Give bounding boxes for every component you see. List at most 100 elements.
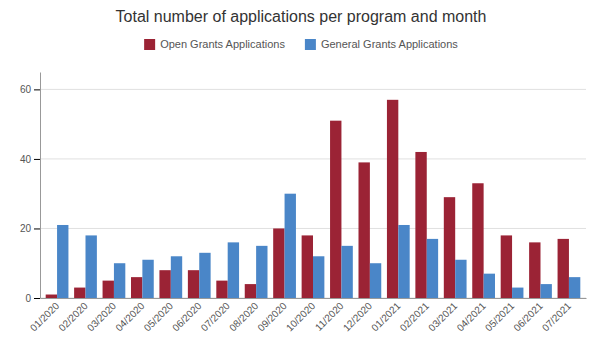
legend-label: General Grants Applications: [321, 38, 458, 50]
x-tick-label: 03/2020: [85, 300, 119, 334]
grid-line: [40, 228, 586, 229]
bar: [86, 235, 97, 298]
bar: [285, 194, 296, 298]
y-tick: 40: [20, 154, 40, 165]
bar: [359, 162, 370, 298]
x-tick-label: 11/2020: [313, 300, 346, 333]
x-tick: 01/2021: [369, 298, 403, 333]
x-tick-label: 01/2020: [28, 300, 62, 334]
bar: [541, 284, 552, 298]
x-tick: 01/2020: [28, 298, 62, 333]
series: [57, 194, 580, 298]
y-axis: 0 20 40 60: [20, 73, 41, 304]
bar: [387, 100, 398, 298]
bar: [472, 183, 483, 298]
chart: Total number of applications per program…: [0, 0, 602, 350]
bar: [171, 256, 182, 298]
bar: [245, 284, 256, 298]
x-tick-label: 06/2021: [511, 300, 545, 334]
x-tick-label: 10/2020: [284, 300, 318, 334]
x-tick-label: 05/2020: [142, 300, 176, 334]
y-axis-line: [40, 73, 41, 299]
x-tick: 05/2020: [142, 298, 176, 333]
bar: [370, 263, 381, 298]
bar: [558, 239, 569, 298]
x-tick-label: 08/2020: [227, 300, 261, 334]
bar: [46, 295, 57, 298]
bar: [273, 228, 284, 298]
bar: [131, 277, 142, 298]
y-tick-label: 40: [20, 154, 32, 165]
plot: 01/202002/202003/202004/202005/202006/20…: [20, 73, 587, 334]
bar: [427, 239, 438, 298]
x-tick-label: 02/2021: [398, 300, 432, 334]
legend-swatch: [144, 39, 155, 50]
x-tick-label: 02/2020: [56, 300, 90, 334]
bar: [484, 274, 495, 298]
x-tick: 09/2020: [255, 298, 289, 333]
x-tick: 02/2021: [398, 298, 432, 333]
x-tick-label: 06/2020: [170, 300, 204, 334]
x-tick: 02/2020: [56, 298, 90, 333]
legend-swatch: [305, 39, 316, 50]
legend-label: Open Grants Applications: [160, 38, 285, 50]
bar: [398, 225, 409, 298]
bar: [415, 152, 426, 298]
x-tick: 04/2021: [455, 298, 489, 333]
bar: [114, 263, 125, 298]
y-tick-label: 0: [25, 293, 31, 304]
x-tick-label: 04/2020: [113, 300, 147, 334]
x-tick: 07/2021: [540, 298, 574, 333]
bar: [501, 235, 512, 298]
bar: [341, 246, 352, 298]
bar: [188, 270, 199, 298]
x-tick-label: 09/2020: [255, 300, 289, 334]
y-tick-mark: [34, 228, 40, 229]
x-tick: 05/2021: [483, 298, 517, 333]
legend-item: Open Grants Applications: [144, 38, 285, 50]
bar: [142, 260, 153, 298]
legend: Open Grants Applications General Grants A…: [144, 38, 458, 50]
bars: [46, 100, 581, 298]
x-tick: 11/2020: [313, 298, 346, 333]
x-tick: 03/2020: [85, 298, 119, 333]
y-tick: 60: [20, 84, 40, 95]
x-tick: 03/2021: [426, 298, 460, 333]
bar: [512, 288, 523, 298]
bar: [444, 197, 455, 298]
y-tick-mark: [34, 159, 40, 160]
x-tick-label: 05/2021: [483, 300, 517, 334]
x-tick-label: 04/2021: [455, 300, 489, 334]
grid-line: [40, 89, 586, 90]
x-tick-label: 07/2020: [199, 300, 233, 334]
y-tick-label: 60: [20, 84, 32, 95]
x-axis-line: [41, 298, 587, 299]
x-tick: 08/2020: [227, 298, 261, 333]
series: [46, 100, 569, 298]
bar: [57, 225, 68, 298]
bar: [216, 281, 227, 298]
y-tick-mark: [34, 298, 40, 299]
bar: [529, 242, 540, 298]
x-tick-label: 01/2021: [369, 300, 403, 334]
bar: [569, 277, 580, 298]
grid-line: [40, 158, 586, 159]
bar: [455, 260, 466, 298]
bar: [256, 246, 267, 298]
bar: [228, 242, 239, 298]
y-tick-label: 20: [20, 223, 32, 234]
x-tick: 10/2020: [284, 298, 318, 333]
x-tick: 06/2020: [170, 298, 204, 333]
bar: [330, 121, 341, 298]
legend-item: General Grants Applications: [305, 38, 458, 50]
bar: [313, 256, 324, 298]
x-tick: 06/2021: [511, 298, 545, 333]
x-tick-label: 07/2021: [540, 300, 574, 334]
bar: [302, 235, 313, 298]
x-tick: 04/2020: [113, 298, 147, 333]
y-tick: 20: [20, 223, 40, 234]
x-tick-label: 12/2020: [341, 300, 375, 334]
bar: [199, 253, 210, 298]
bar: [159, 270, 170, 298]
bar: [103, 281, 114, 298]
